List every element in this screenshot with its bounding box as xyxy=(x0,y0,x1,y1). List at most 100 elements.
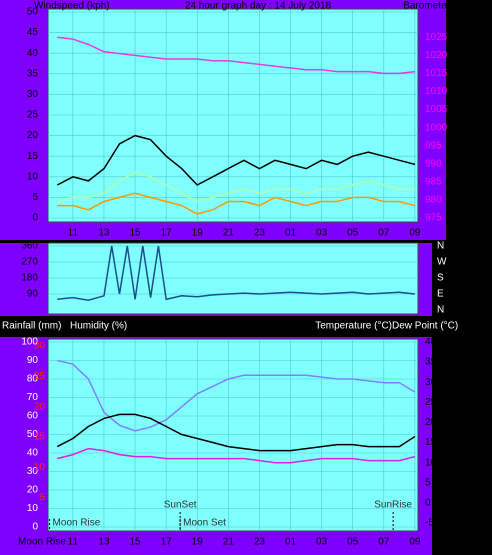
y-tick-label: 15 xyxy=(27,151,39,162)
y-tick-label: 25 xyxy=(27,110,39,121)
x-tick-label: 03 xyxy=(316,228,328,239)
x-tick-label: 23 xyxy=(254,228,266,239)
series-line xyxy=(57,171,415,203)
x-tick-label: 21 xyxy=(223,537,235,548)
y2-tick-label: -5 xyxy=(425,518,434,529)
y-axis-label: Humidity (%) xyxy=(70,321,127,332)
series-line xyxy=(56,134,416,186)
x-tick-label: 01 xyxy=(285,537,297,548)
y-tick-label: 0 xyxy=(32,522,38,533)
y-tick-label: 20 xyxy=(27,130,39,141)
y2-tick-label: 30 xyxy=(425,377,437,388)
y-tick-label: 20 xyxy=(27,485,39,496)
annotation: SunSet xyxy=(164,500,197,511)
y2-tick-label: 25 xyxy=(425,397,437,408)
x-tick-label: 19 xyxy=(192,228,204,239)
y2-tick-label: 10 xyxy=(425,457,437,468)
y2-tick-label: N xyxy=(437,241,444,252)
x-tick-label: 21 xyxy=(223,228,235,239)
y2-tick-label: 1025 xyxy=(425,32,448,43)
y3-tick-label: 25 xyxy=(34,371,46,382)
x-tick-label: 07 xyxy=(378,228,390,239)
y2-tick-label: 1015 xyxy=(425,68,448,79)
series-line xyxy=(57,245,415,301)
x-tick-label: 17 xyxy=(161,537,173,548)
x-tick-label: 09 xyxy=(409,537,421,548)
annotation: Moon Set xyxy=(183,518,226,529)
y2-tick-label: 0 xyxy=(425,498,431,509)
y-tick-label: 40 xyxy=(27,448,39,459)
y2-tick-label: 15 xyxy=(425,437,437,448)
y2-tick-label: 995 xyxy=(425,140,442,151)
x-tick-label: 15 xyxy=(129,537,141,548)
axis-note: Moon Rise xyxy=(18,537,66,548)
plot-area xyxy=(47,338,419,532)
x-tick-label: 13 xyxy=(98,228,110,239)
y-tick-label: 30 xyxy=(27,466,39,477)
series-line xyxy=(57,36,415,75)
series-line xyxy=(57,447,416,464)
y-tick-label: 70 xyxy=(27,392,39,403)
y3-tick-label: 30 xyxy=(34,341,46,352)
series-line xyxy=(56,413,416,452)
y2-tick-label: 1020 xyxy=(425,50,448,61)
y2-tick-label: 1005 xyxy=(425,104,448,115)
annotation: Moon Rise xyxy=(53,518,101,529)
y-tick-label: 5 xyxy=(32,192,38,203)
y-tick-label: 10 xyxy=(27,171,39,182)
y2-tick-label: 975 xyxy=(425,213,442,224)
y3-tick-label: 15 xyxy=(34,432,46,443)
y-tick-label: 270 xyxy=(21,257,38,268)
y2-axis-label: Dew Point (°C) xyxy=(392,321,458,332)
x-tick-label: 11 xyxy=(68,537,79,548)
x-tick-label: 13 xyxy=(98,537,110,548)
y-tick-label: 100 xyxy=(21,337,38,348)
y2-tick-label: 5 xyxy=(425,477,431,488)
y-tick-label: 35 xyxy=(27,68,39,79)
y-tick-label: 45 xyxy=(27,27,39,38)
x-tick-label: 17 xyxy=(161,228,173,239)
x-tick-label: 05 xyxy=(347,228,359,239)
y-tick-label: 90 xyxy=(27,355,39,366)
y-tick-label: 60 xyxy=(27,411,39,422)
y-axis-label: Windspeed (kph) xyxy=(34,1,110,12)
y2-tick-label: 40 xyxy=(425,337,437,348)
y2-axis-label: Temperature (°C) xyxy=(315,321,392,332)
series-line xyxy=(57,192,416,215)
y-tick-label: 10 xyxy=(27,503,39,514)
y2-axis-label: Barometer (hpa) xyxy=(403,1,476,12)
y2-tick-label: 35 xyxy=(425,357,437,368)
y-tick-label: 40 xyxy=(27,48,39,59)
y-axis-label: Rainfall (mm) xyxy=(2,321,61,332)
x-tick-label: 15 xyxy=(129,228,141,239)
x-tick-label: 07 xyxy=(378,537,390,548)
x-tick-label: 23 xyxy=(254,537,266,548)
y2-tick-label: 1010 xyxy=(425,86,448,97)
y2-tick-label: W xyxy=(437,257,447,268)
y-tick-label: 360 xyxy=(21,241,38,252)
y2-tick-label: N xyxy=(437,305,444,316)
y3-tick-label: 20 xyxy=(34,401,46,412)
x-tick-label: 01 xyxy=(285,228,297,239)
y-tick-label: 30 xyxy=(27,89,39,100)
annotation: SunRise xyxy=(374,500,412,511)
y-tick-label: 90 xyxy=(27,289,39,300)
x-tick-label: 03 xyxy=(316,537,328,548)
x-tick-label: 09 xyxy=(409,228,421,239)
y-tick-label: 80 xyxy=(27,374,39,385)
y3-tick-label: 5 xyxy=(39,492,45,503)
chart-title: 24 hour graph day : 14 July 2018 xyxy=(185,1,332,12)
y2-tick-label: 980 xyxy=(425,195,442,206)
plot-area xyxy=(47,8,419,223)
series-line xyxy=(57,359,416,432)
y2-tick-label: 20 xyxy=(425,417,437,428)
y2-tick-label: 1000 xyxy=(425,122,448,133)
x-tick-label: 05 xyxy=(347,537,359,548)
y2-tick-label: 985 xyxy=(425,177,442,188)
y-tick-label: 50 xyxy=(27,429,39,440)
x-tick-label: 19 xyxy=(192,537,204,548)
y-tick-label: 0 xyxy=(32,213,38,224)
x-tick-label: 11 xyxy=(68,228,79,239)
y2-tick-label: S xyxy=(437,273,444,284)
